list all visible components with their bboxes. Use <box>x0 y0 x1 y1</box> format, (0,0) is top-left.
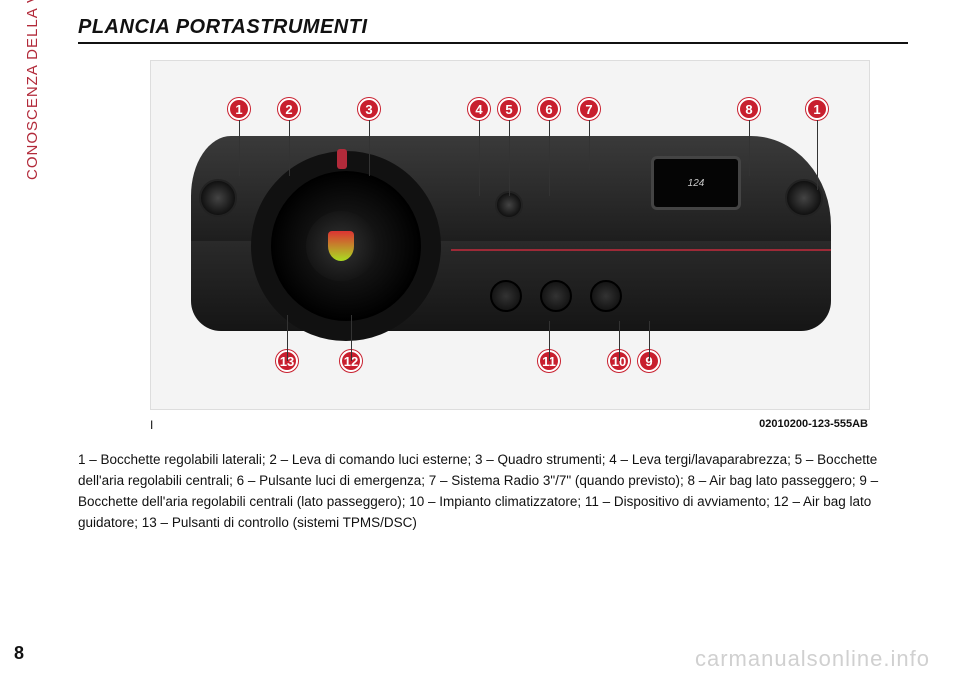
watermark: carmanualsonline.info <box>695 646 930 672</box>
callout-leader <box>287 315 288 361</box>
steering-wheel-hub <box>306 211 376 281</box>
callout-leader <box>817 120 818 190</box>
callout-leader <box>589 120 590 170</box>
figure-label-right: 02010200-123-555AB <box>759 418 868 430</box>
callout-6: 6 <box>538 98 560 120</box>
infotainment-screen: 124 <box>651 156 741 210</box>
callout-leader <box>239 120 240 176</box>
climate-knob <box>540 280 572 312</box>
callout-leader <box>509 120 510 196</box>
callout-leader <box>369 120 370 176</box>
abarth-badge-icon <box>328 231 354 261</box>
dashboard-figure: 124 123456781131211109 <box>150 60 870 410</box>
callout-leader <box>351 315 352 361</box>
air-vent-left <box>199 179 237 217</box>
climate-knob <box>590 280 622 312</box>
callout-1: 1 <box>228 98 250 120</box>
callout-5: 5 <box>498 98 520 120</box>
figure-caption: 1 – Bocchette regolabili laterali; 2 – L… <box>78 450 908 534</box>
callout-leader <box>619 321 620 361</box>
callout-2: 2 <box>278 98 300 120</box>
callout-leader <box>549 321 550 361</box>
climate-knob <box>490 280 522 312</box>
callout-8: 8 <box>738 98 760 120</box>
callout-7: 7 <box>578 98 600 120</box>
figure-label-left: I <box>150 418 153 432</box>
climate-controls <box>481 276 631 316</box>
title-rule <box>78 42 908 44</box>
callout-1: 1 <box>806 98 828 120</box>
page-title: PLANCIA PORTASTRUMENTI <box>78 16 368 39</box>
dashboard-trim-stripe <box>451 249 831 251</box>
callout-leader <box>749 120 750 176</box>
section-label: CONOSCENZA DELLA VETTURA <box>24 0 41 180</box>
callout-leader <box>289 120 290 176</box>
callout-leader <box>479 120 480 196</box>
callout-leader <box>549 120 550 196</box>
callout-3: 3 <box>358 98 380 120</box>
screen-logo: 124 <box>688 178 705 189</box>
steering-wheel-center-mark <box>337 149 347 169</box>
page-number: 8 <box>14 643 24 664</box>
callout-4: 4 <box>468 98 490 120</box>
callout-leader <box>649 321 650 361</box>
